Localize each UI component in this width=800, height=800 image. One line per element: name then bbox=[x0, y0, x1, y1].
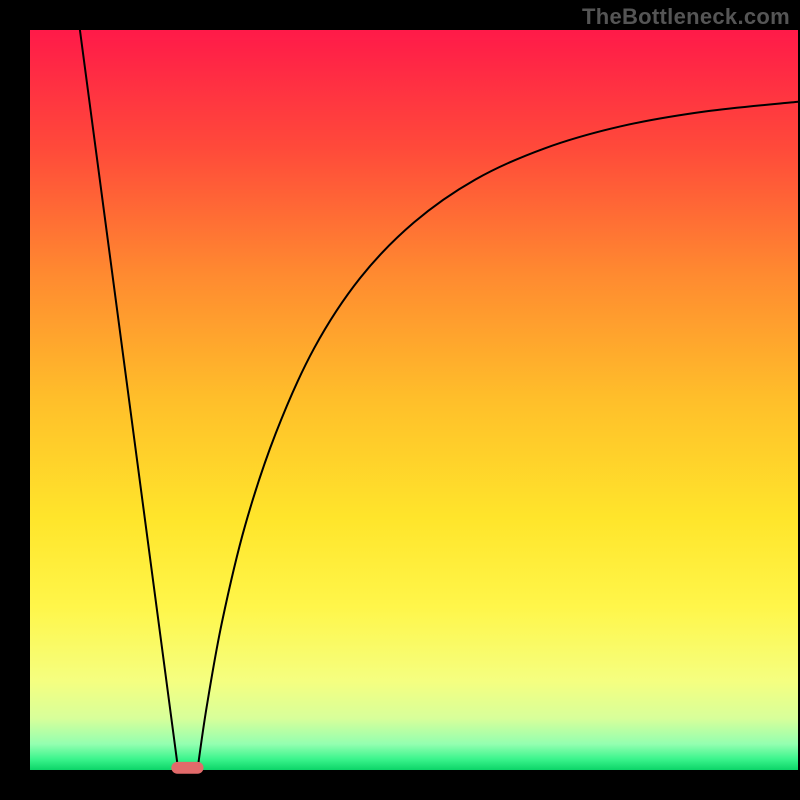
bottleneck-marker bbox=[171, 762, 203, 774]
watermark-text: TheBottleneck.com bbox=[582, 4, 790, 30]
chart-background-gradient bbox=[30, 30, 798, 770]
bottleneck-chart bbox=[0, 0, 800, 800]
